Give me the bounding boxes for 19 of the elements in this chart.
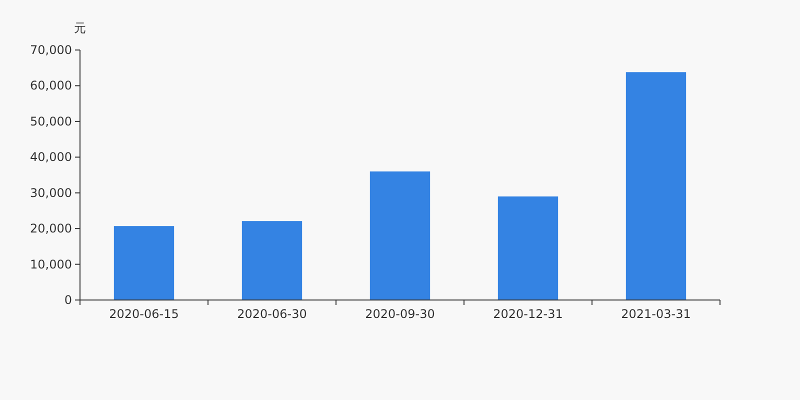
y-tick-label: 30,000 <box>30 186 72 200</box>
y-tick-label: 60,000 <box>30 78 72 93</box>
bar <box>114 226 174 300</box>
y-tick-label: 70,000 <box>30 43 72 57</box>
y-tick-label: 40,000 <box>30 150 72 164</box>
bar <box>242 221 302 300</box>
x-tick-label: 2020-09-30 <box>365 307 435 321</box>
x-tick-label: 2020-12-31 <box>493 307 563 321</box>
y-tick-label: 10,000 <box>30 257 72 272</box>
x-tick-label: 2020-06-15 <box>109 307 179 321</box>
bar <box>498 196 558 300</box>
y-tick-label: 0 <box>64 293 72 307</box>
bar <box>626 72 686 300</box>
y-tick-label: 50,000 <box>30 114 72 128</box>
x-tick-label: 2021-03-31 <box>621 307 691 321</box>
y-tick-label: 20,000 <box>30 222 72 236</box>
y-axis-title: 元 <box>74 21 86 35</box>
bar <box>370 171 430 300</box>
x-tick-label: 2020-06-30 <box>237 307 307 321</box>
